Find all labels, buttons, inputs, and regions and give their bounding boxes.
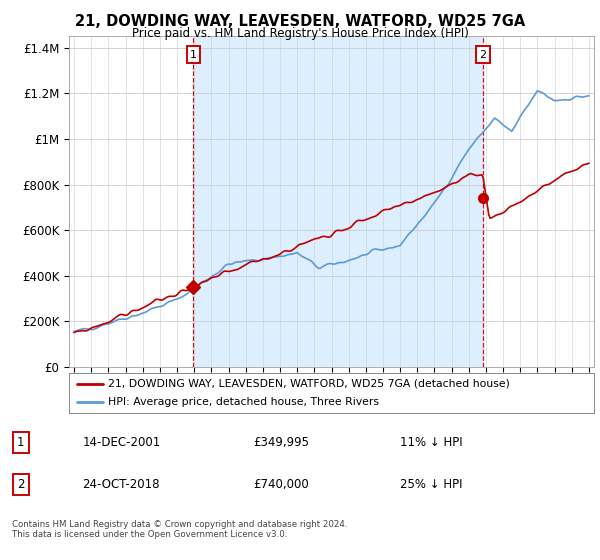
Text: 14-DEC-2001: 14-DEC-2001 bbox=[82, 436, 161, 449]
Text: Price paid vs. HM Land Registry's House Price Index (HPI): Price paid vs. HM Land Registry's House … bbox=[131, 27, 469, 40]
Text: 2: 2 bbox=[17, 478, 25, 491]
Text: £349,995: £349,995 bbox=[253, 436, 309, 449]
Text: 21, DOWDING WAY, LEAVESDEN, WATFORD, WD25 7GA (detached house): 21, DOWDING WAY, LEAVESDEN, WATFORD, WD2… bbox=[109, 379, 510, 389]
Text: 1: 1 bbox=[17, 436, 25, 449]
Text: Contains HM Land Registry data © Crown copyright and database right 2024.
This d: Contains HM Land Registry data © Crown c… bbox=[12, 520, 347, 539]
Text: 11% ↓ HPI: 11% ↓ HPI bbox=[400, 436, 463, 449]
Text: 24-OCT-2018: 24-OCT-2018 bbox=[82, 478, 160, 491]
Text: 1: 1 bbox=[190, 50, 197, 59]
Text: 25% ↓ HPI: 25% ↓ HPI bbox=[400, 478, 463, 491]
Bar bbox=[193, 36, 482, 367]
Text: 21, DOWDING WAY, LEAVESDEN, WATFORD, WD25 7GA: 21, DOWDING WAY, LEAVESDEN, WATFORD, WD2… bbox=[75, 14, 525, 29]
Text: 2: 2 bbox=[479, 50, 486, 59]
Text: HPI: Average price, detached house, Three Rivers: HPI: Average price, detached house, Thre… bbox=[109, 398, 379, 407]
Text: £740,000: £740,000 bbox=[253, 478, 309, 491]
